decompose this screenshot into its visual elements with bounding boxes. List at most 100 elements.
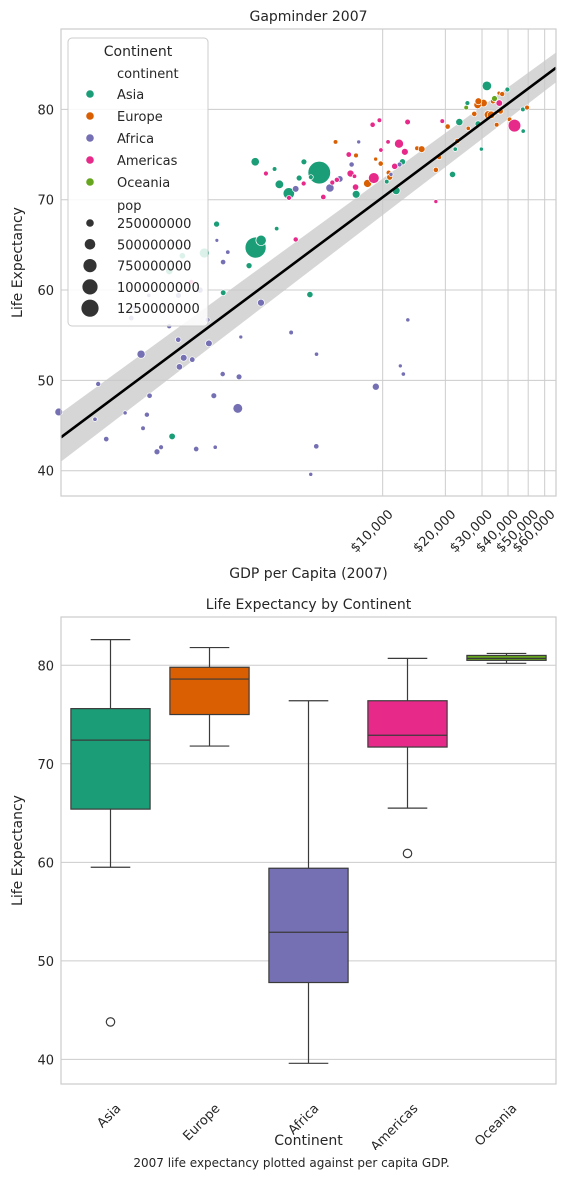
data-point (388, 171, 394, 177)
data-point (300, 158, 308, 166)
legend-size-marker (81, 299, 99, 317)
x-tick-label: Oceania (472, 1101, 520, 1149)
legend-subtitle: pop (117, 199, 141, 214)
legend-label: 500000000 (117, 238, 191, 253)
data-point (271, 166, 278, 172)
x-tick-label: $10,000 (348, 507, 397, 556)
y-tick-label: 80 (37, 103, 54, 118)
legend-marker (86, 178, 94, 186)
legend-marker (86, 90, 94, 98)
data-point (193, 445, 200, 453)
outlier-point (402, 848, 413, 859)
data-point (288, 329, 294, 336)
data-point (474, 97, 483, 106)
data-point (292, 185, 300, 193)
data-point (220, 289, 227, 296)
data-point (432, 166, 439, 173)
data-point (373, 156, 379, 162)
x-tick-label: Americas (368, 1101, 421, 1150)
data-point (385, 139, 391, 145)
data-point (286, 195, 292, 201)
regression-line (60, 66, 557, 439)
data-point (348, 161, 355, 168)
x-axis-label: GDP per Capita (2007) (229, 566, 387, 582)
data-point (351, 173, 358, 179)
data-point (225, 249, 231, 255)
legend-size-marker (84, 239, 96, 250)
data-point (212, 444, 218, 450)
y-tick-label: 40 (37, 1053, 54, 1068)
data-point (353, 152, 359, 159)
data-point (449, 170, 457, 178)
data-point (405, 317, 411, 323)
data-point (499, 91, 506, 97)
data-point (417, 145, 426, 153)
data-point (507, 118, 522, 133)
data-point (352, 183, 360, 191)
data-point (524, 104, 530, 111)
legend-marker (86, 112, 94, 120)
data-point (333, 176, 340, 183)
legend-size-marker (83, 259, 97, 273)
legend-label: 1000000000 (117, 281, 200, 296)
data-point (464, 100, 471, 106)
data-point (463, 104, 469, 111)
legend-marker (86, 134, 94, 142)
data-point (314, 351, 320, 357)
data-point (391, 162, 399, 170)
data-point (384, 178, 390, 185)
data-point (92, 416, 98, 422)
data-point (153, 448, 161, 456)
plot-frame (60, 616, 557, 1085)
data-point (263, 170, 269, 177)
y-tick-label: 50 (37, 374, 54, 389)
data-point (175, 336, 182, 343)
data-point (404, 118, 411, 126)
data-point (274, 226, 280, 232)
data-point (245, 262, 253, 270)
data-point (378, 147, 384, 153)
y-tick-label: 70 (37, 194, 54, 209)
data-point (320, 193, 327, 201)
data-point (168, 432, 176, 441)
data-point (213, 220, 220, 228)
data-point (377, 160, 384, 167)
data-point (439, 118, 445, 124)
outlier-point (105, 1017, 116, 1027)
data-point (143, 411, 150, 418)
box-asia (70, 708, 151, 810)
data-point (481, 80, 492, 92)
data-point (400, 371, 406, 377)
x-tick-label: Asia (95, 1101, 125, 1131)
box-europe (169, 666, 250, 716)
x-tick-label: Europe (180, 1101, 223, 1144)
data-point (95, 381, 102, 387)
y-axis-label: Life Expectancy (10, 795, 26, 906)
legend-label: Africa (117, 132, 154, 147)
legend-size-marker (86, 219, 94, 227)
data-point (368, 172, 380, 184)
data-point (140, 425, 146, 431)
data-point (455, 118, 464, 127)
data-point (504, 86, 511, 93)
data-point (329, 179, 336, 186)
data-point (220, 258, 227, 266)
data-point (250, 157, 260, 167)
data-point (478, 146, 484, 152)
data-point (356, 139, 362, 145)
data-point (332, 139, 339, 145)
y-tick-label: 70 (37, 758, 54, 773)
legend-label: Oceania (117, 176, 170, 191)
data-point (401, 148, 409, 156)
data-point (471, 110, 478, 117)
data-point (493, 122, 500, 128)
y-tick-label: 40 (37, 465, 54, 480)
figure-caption: 2007 life expectancy plotted against per… (133, 1156, 450, 1170)
y-tick-label: 60 (37, 856, 54, 871)
data-point (397, 363, 403, 369)
box-chart: Life Expectancy by Continent 40 50 60 70 80 As… (10, 597, 557, 1150)
chart-title: Gapminder 2007 (249, 9, 367, 25)
data-point (158, 444, 164, 451)
